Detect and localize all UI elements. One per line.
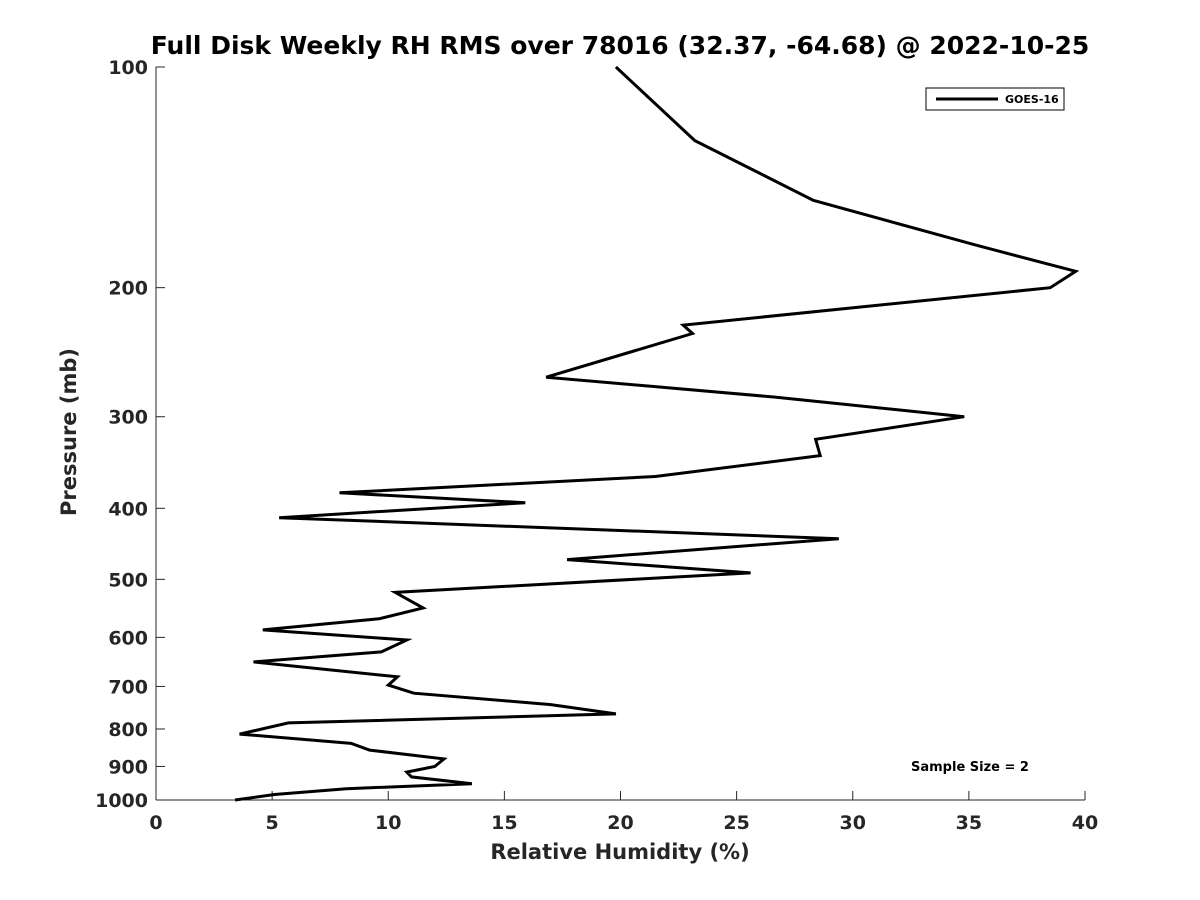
y-axis-label: Pressure (mb) [57,348,81,516]
x-tick-label: 0 [149,812,162,834]
sample-size-annotation: Sample Size = 2 [911,760,1029,775]
y-tick-label: 700 [108,676,148,698]
x-tick-label: 25 [723,812,749,834]
series-line-goes-16 [234,65,1080,802]
x-tick-label: 30 [840,812,866,834]
y-tick-label: 400 [108,498,148,520]
y-tick-label: 300 [108,407,148,429]
x-tick-label: 15 [491,812,517,834]
legend-entry-goes-16: GOES-16 [1005,93,1059,106]
x-tick-label: 10 [375,812,401,834]
x-tick-label: 20 [607,812,633,834]
y-tick-label: 100 [108,57,148,79]
y-tick-label: 500 [108,569,148,591]
y-tick-label: 1000 [95,790,148,812]
legend: GOES-16 [925,87,1065,111]
y-tick-label: 600 [108,627,148,649]
axis-ticks: 0 5 10 15 20 25 30 35 40 100 200 300 400 500 600 700 800… [95,57,1098,834]
x-tick-label: 35 [956,812,982,834]
x-axis-label: Relative Humidity (%) [490,840,749,864]
y-tick-label: 900 [108,756,148,778]
y-tick-label: 800 [108,719,148,741]
x-tick-label: 40 [1072,812,1098,834]
chart-title: Full Disk Weekly RH RMS over 78016 (32.3… [151,31,1090,60]
series-layer [234,65,1080,802]
y-tick-label: 200 [108,278,148,300]
x-tick-label: 5 [266,812,279,834]
